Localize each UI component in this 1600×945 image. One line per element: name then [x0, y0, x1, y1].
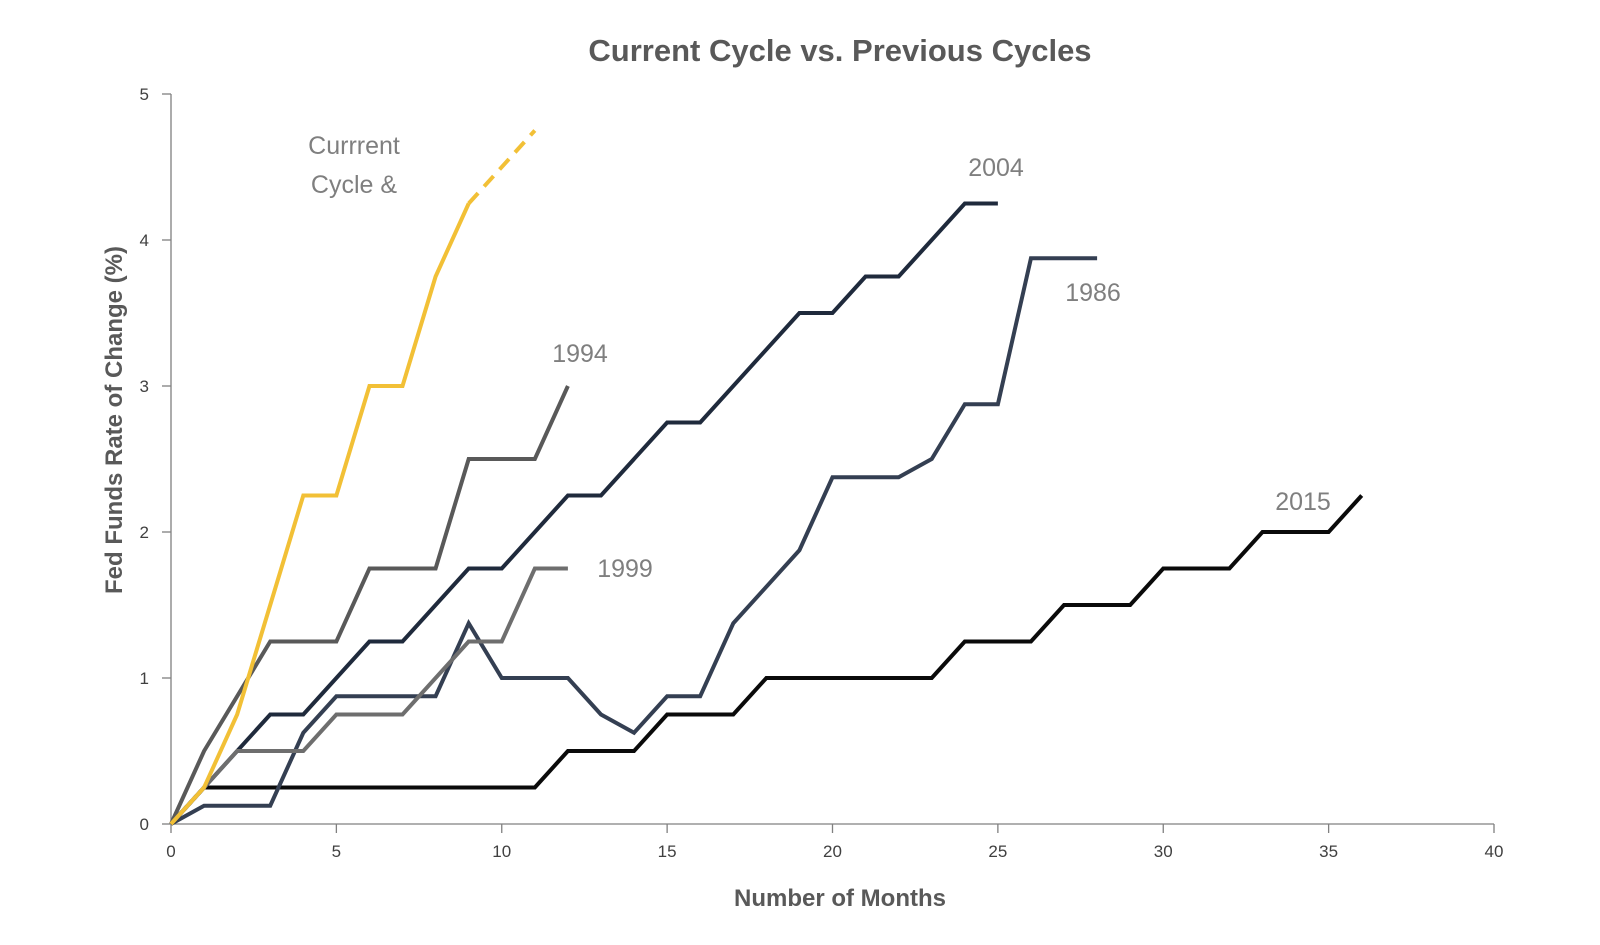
series-line-1994 [169, 385, 570, 825]
y-axis-ticks: 0 1 2 3 4 5 [140, 85, 171, 834]
chart-title: Current Cycle vs. Previous Cycles [588, 33, 1091, 68]
series-label-1986: 1986 [1065, 279, 1121, 307]
x-tick-label: 10 [492, 842, 511, 861]
series-layer [169, 129, 1364, 826]
x-tick-label: 35 [1319, 842, 1338, 861]
y-tick-label: 2 [140, 523, 149, 542]
series-line-2004 [169, 201, 998, 826]
series-line-current [169, 202, 471, 826]
x-tick-label: 25 [988, 842, 1007, 861]
series-label-1999: 1999 [597, 555, 653, 583]
x-tick-label: 20 [823, 842, 842, 861]
x-axis-title: Number of Months [734, 885, 946, 912]
series-label-current: Cycle & [311, 171, 397, 199]
y-tick-label: 1 [140, 669, 149, 688]
series-line-2015 [169, 494, 1364, 826]
x-tick-label: 30 [1154, 842, 1173, 861]
x-axis-ticks: 0 5 10 15 20 25 30 35 40 [166, 824, 1503, 861]
x-tick-label: 5 [332, 842, 341, 861]
x-tick-label: 40 [1485, 842, 1504, 861]
y-tick-label: 4 [140, 231, 149, 250]
series-labels: Currrent Cycle & 1994 1999 2004 1986 2015 [308, 132, 1331, 583]
series-label-2015: 2015 [1275, 488, 1331, 516]
y-tick-label: 5 [140, 85, 149, 104]
x-tick-label: 0 [166, 842, 175, 861]
series-label-2004: 2004 [968, 154, 1024, 182]
series-line-1999 [169, 566, 568, 826]
series-line-1986 [170, 256, 1098, 826]
series-projection-current [467, 129, 537, 205]
series-label-current: Currrent [308, 132, 400, 160]
x-tick-label: 15 [658, 842, 677, 861]
series-label-1994: 1994 [552, 340, 608, 368]
y-axis-title: Fed Funds Rate of Change (%) [101, 246, 128, 594]
y-tick-label: 0 [140, 815, 149, 834]
y-tick-label: 3 [140, 377, 149, 396]
